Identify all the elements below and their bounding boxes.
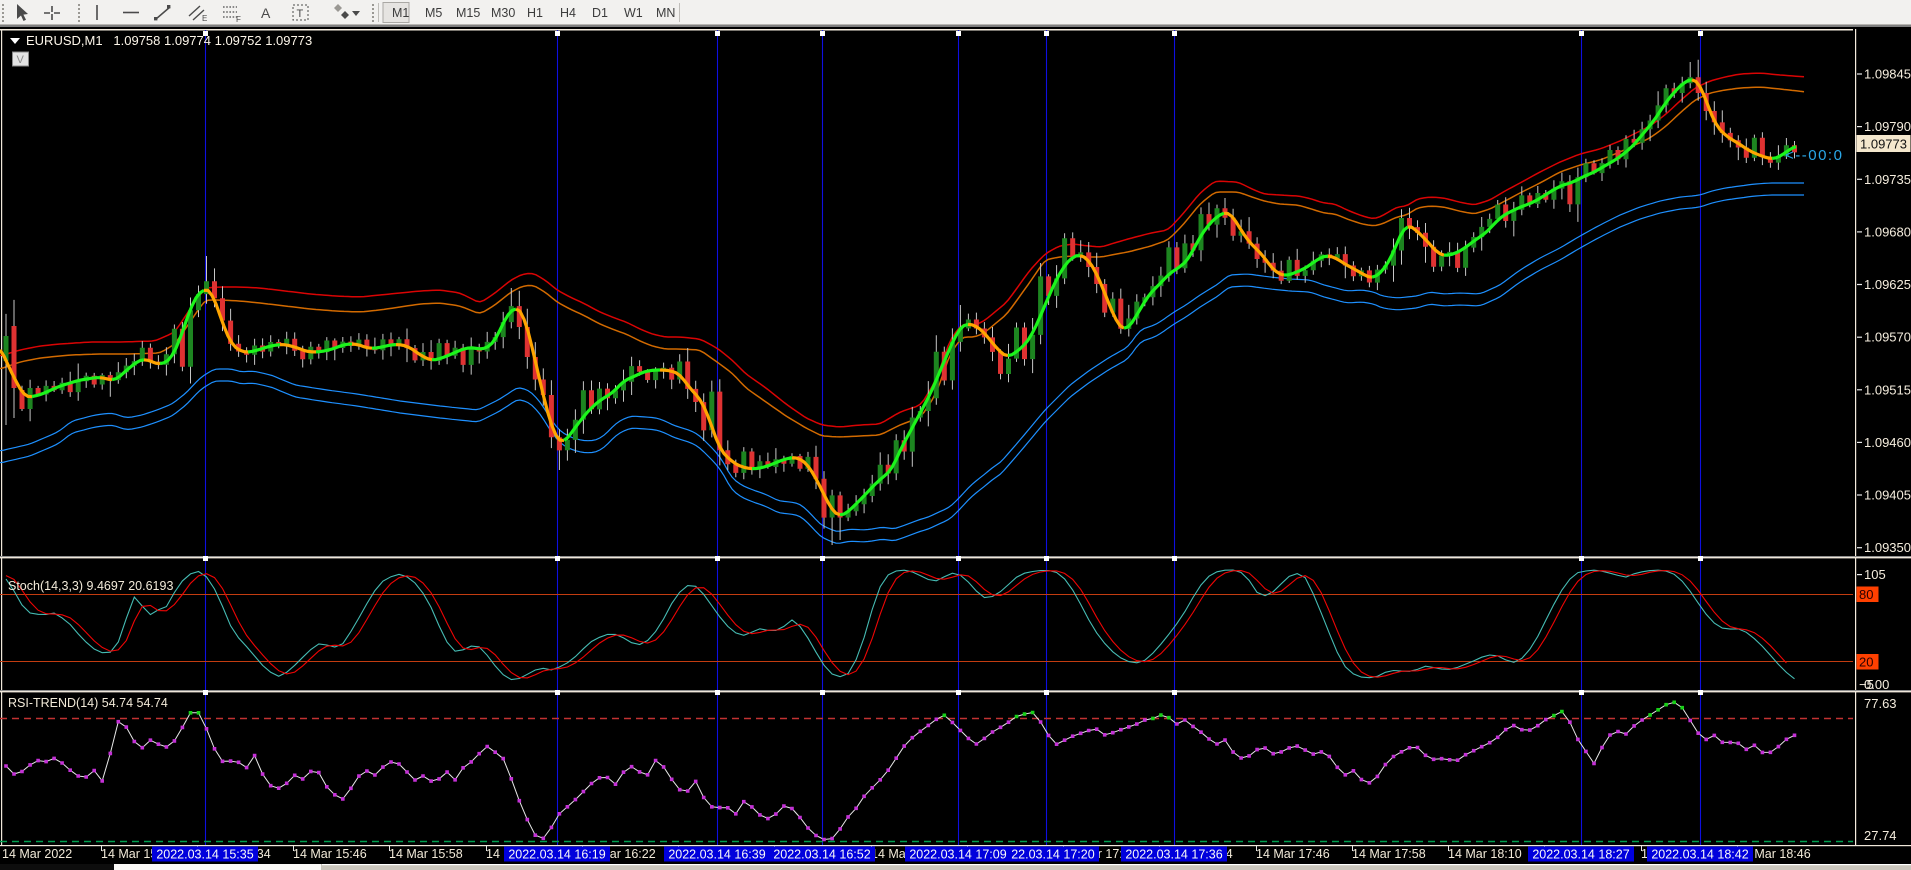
svg-text:1.09790: 1.09790 [1864, 119, 1911, 134]
svg-text:−5: −5 [1859, 677, 1874, 692]
svg-text:1.09773: 1.09773 [1860, 137, 1907, 152]
svg-text:1.09845: 1.09845 [1864, 67, 1911, 82]
svg-text:W1: W1 [624, 6, 643, 20]
svg-text:M5: M5 [425, 6, 442, 20]
svg-text:2022.03.14 16:52: 2022.03.14 16:52 [773, 848, 870, 862]
svg-text:1.09350: 1.09350 [1864, 540, 1911, 555]
svg-text:T: T [297, 8, 304, 20]
svg-text:H1: H1 [527, 6, 543, 20]
svg-text:<--00:0: <--00:0 [1785, 147, 1843, 164]
svg-text:E: E [202, 14, 207, 23]
svg-text:14 Mar 17:46: 14 Mar 17:46 [1256, 847, 1330, 861]
svg-text:77.63: 77.63 [1864, 696, 1897, 711]
svg-text:A: A [261, 5, 271, 21]
svg-text:D1: D1 [592, 6, 608, 20]
svg-text:1.09460: 1.09460 [1864, 435, 1911, 450]
svg-text:Stoch(14,3,3) 9.4697 20.6193: Stoch(14,3,3) 9.4697 20.6193 [8, 579, 173, 593]
svg-text:F: F [236, 15, 241, 24]
svg-text:RSI-TREND(14) 54.74 54.74: RSI-TREND(14) 54.74 54.74 [8, 696, 168, 710]
svg-text:V: V [17, 54, 25, 66]
svg-text:M30: M30 [491, 6, 515, 20]
svg-text:2022.03.14 18:27: 2022.03.14 18:27 [1532, 848, 1629, 862]
svg-text:1.09680: 1.09680 [1864, 224, 1911, 239]
svg-text:0.00: 0.00 [1864, 677, 1889, 692]
svg-text:2022.03.14 15:35: 2022.03.14 15:35 [156, 848, 253, 862]
svg-text:2022.03.14 17:36: 2022.03.14 17:36 [1125, 848, 1222, 862]
svg-text:2022.03.14 18:42: 2022.03.14 18:42 [1651, 848, 1748, 862]
svg-text:27.74: 27.74 [1864, 828, 1897, 843]
svg-text:H4: H4 [560, 6, 576, 20]
svg-text:14 Mar 17:58: 14 Mar 17:58 [1352, 847, 1426, 861]
svg-text:2022.03.14 16:19: 2022.03.14 16:19 [508, 848, 605, 862]
svg-text:1.09515: 1.09515 [1864, 382, 1911, 397]
svg-text:M1: M1 [392, 6, 409, 20]
svg-text:2022.03.14 17:09: 2022.03.14 17:09 [909, 848, 1006, 862]
svg-text:M15: M15 [456, 6, 480, 20]
svg-text:14 Mar 15:58: 14 Mar 15:58 [389, 847, 463, 861]
svg-text:EURUSD,M1 1.09758 1.09774 1.: EURUSD,M1 1.09758 1.09774 1.09752 1.0977… [26, 33, 312, 48]
svg-text:14 Mar 2022: 14 Mar 2022 [2, 847, 72, 861]
svg-text:20: 20 [1859, 655, 1873, 670]
svg-text:105: 105 [1864, 567, 1886, 582]
svg-text:MN: MN [656, 6, 675, 20]
svg-text:1.09570: 1.09570 [1864, 330, 1911, 345]
svg-text:1.09625: 1.09625 [1864, 277, 1911, 292]
svg-text:14 Mar 15:46: 14 Mar 15:46 [293, 847, 367, 861]
svg-text:14 Mar 18:10: 14 Mar 18:10 [1448, 847, 1522, 861]
svg-text:2022.03.14 16:39: 2022.03.14 16:39 [668, 848, 765, 862]
svg-text:80: 80 [1859, 587, 1873, 602]
svg-text:14 Mar 18:46: 14 Mar 18:46 [1737, 847, 1811, 861]
svg-text:1.09405: 1.09405 [1864, 488, 1911, 503]
svg-text:2022.03.14 17:20: 2022.03.14 17:20 [997, 848, 1094, 862]
svg-text:1.09735: 1.09735 [1864, 172, 1911, 187]
